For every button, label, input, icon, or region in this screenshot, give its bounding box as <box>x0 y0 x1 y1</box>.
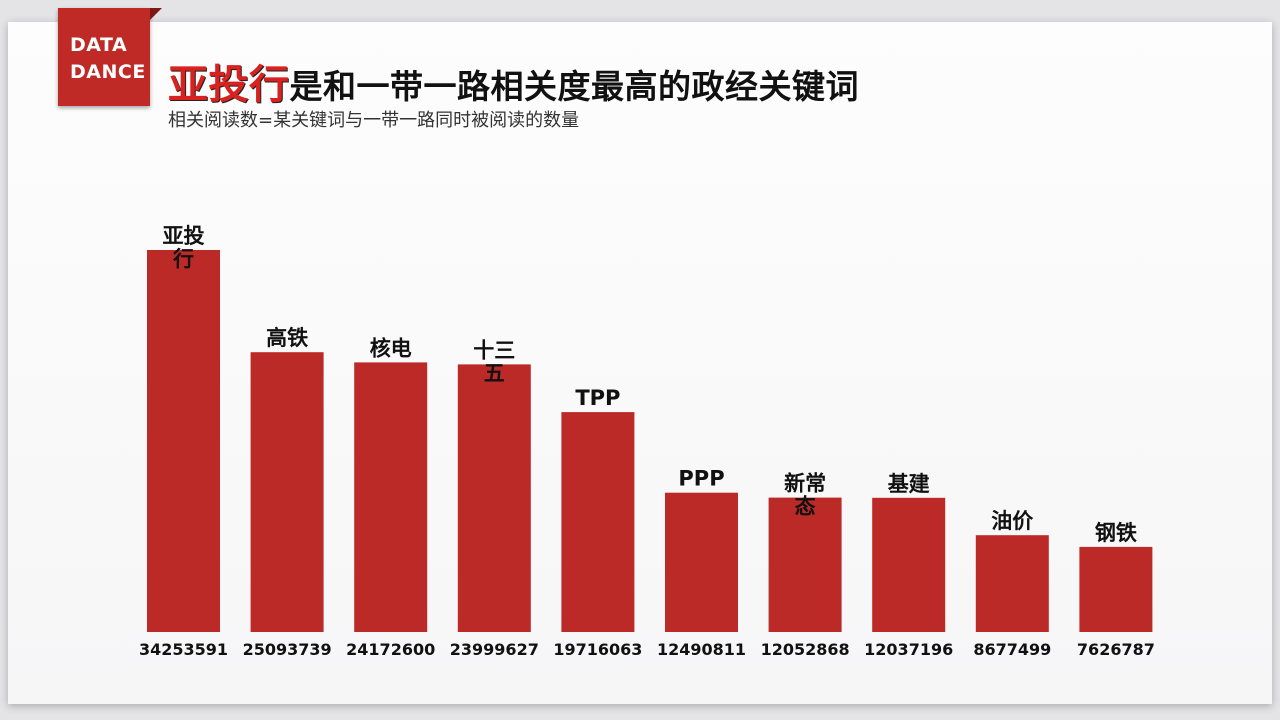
category-label-2: 高铁 <box>266 326 308 350</box>
category-label-1-line-2: 行 <box>172 247 194 271</box>
category-label-5: TPP <box>575 386 620 410</box>
value-label-4: 23999627 <box>450 640 539 659</box>
value-label-6: 12490811 <box>657 640 746 659</box>
value-label-7: 12052868 <box>761 640 850 659</box>
category-label-8: 基建 <box>888 472 930 496</box>
value-label-9: 8677499 <box>973 640 1051 659</box>
value-label-5: 19716063 <box>553 640 642 659</box>
value-label-1: 34253591 <box>139 640 228 659</box>
category-label-4-line-1: 十三 <box>473 338 515 362</box>
data-dance-logo: DATA DANCE <box>58 8 150 106</box>
category-label-9: 油价 <box>991 509 1034 533</box>
category-label-4-line-2: 五 <box>484 361 505 385</box>
bar-9 <box>975 535 1049 632</box>
bar-7 <box>768 497 842 632</box>
bar-3 <box>354 362 428 632</box>
bar-6 <box>665 492 738 632</box>
bar-10 <box>1079 546 1153 632</box>
chart-subtitle: 相关阅读数=某关键词与一带一路同时被阅读的数量 <box>168 110 580 131</box>
bar-5 <box>561 412 635 632</box>
title-highlight: 亚投行 <box>168 62 290 108</box>
category-label-7-line-1: 新常 <box>784 472 826 496</box>
category-label-7-line-2: 态 <box>795 495 816 519</box>
logo-line-1: DATA <box>70 34 128 56</box>
value-label-2: 25093739 <box>243 640 332 659</box>
bar-4 <box>457 364 531 632</box>
category-label-6: PPP <box>678 467 724 491</box>
value-label-10: 7626787 <box>1077 640 1155 659</box>
bar-1 <box>147 250 220 632</box>
bar-8 <box>872 497 946 632</box>
title-rest: 是和一带一路相关度最高的政经关键词 <box>289 67 859 106</box>
logo-fold-shadow <box>150 8 162 20</box>
category-label-3: 核电 <box>370 336 412 360</box>
logo-line-2: DANCE <box>70 61 146 83</box>
category-label-1-line-1: 亚投 <box>163 224 205 248</box>
bar-2 <box>250 352 324 632</box>
value-label-8: 12037196 <box>864 640 953 659</box>
category-label-10: 钢铁 <box>1095 521 1137 545</box>
chart-title: 亚投行是和一带一路相关度最高的政经关键词 <box>168 52 859 110</box>
value-label-3: 24172600 <box>346 640 435 659</box>
